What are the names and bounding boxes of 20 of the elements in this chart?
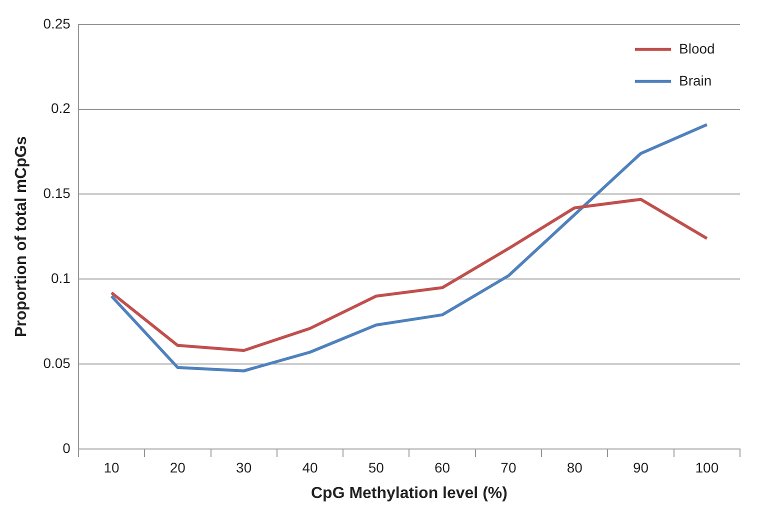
x-tick-label: 60 xyxy=(434,459,450,476)
x-tick-label: 80 xyxy=(566,459,583,476)
y-tick-label: 0.2 xyxy=(50,100,71,116)
x-tick-label: 10 xyxy=(104,459,120,476)
x-tick-label: 30 xyxy=(236,459,252,476)
x-tick-label: 90 xyxy=(632,459,649,476)
y-axis-title: Proportion of total mCpGs xyxy=(13,136,30,338)
x-tick-label: 20 xyxy=(170,459,186,476)
x-tick-label: 100 xyxy=(695,459,719,476)
y-tick-label: 0.25 xyxy=(43,15,71,32)
y-tick-label: 0.15 xyxy=(43,185,71,202)
x-tick-label: 50 xyxy=(368,459,384,476)
y-tick-label: 0.1 xyxy=(50,270,71,286)
x-axis-title: CpG Methylation level (%) xyxy=(310,484,508,502)
legend-label: Blood xyxy=(679,40,715,56)
x-tick-label: 70 xyxy=(500,459,516,476)
y-tick-label: 0 xyxy=(62,440,71,456)
legend-label: Brain xyxy=(679,72,712,88)
x-tick-label: 40 xyxy=(302,459,318,476)
y-tick-label: 0.05 xyxy=(43,354,71,371)
